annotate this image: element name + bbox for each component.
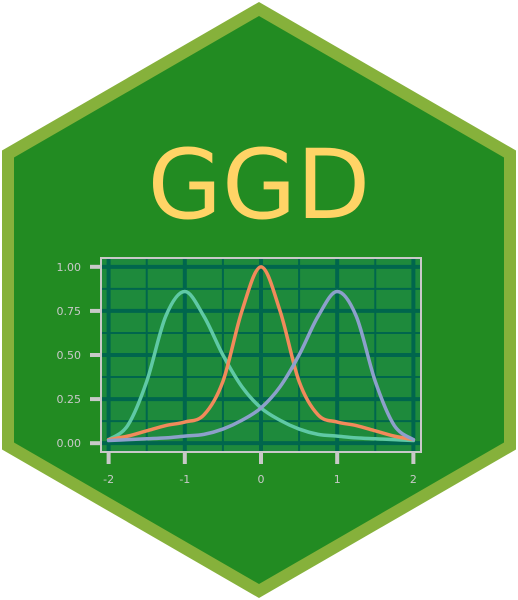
y-tick-label: 0.50 [57,349,82,362]
plot-frame [100,257,422,453]
y-axis: 0.00 0.25 0.50 0.75 1.00 [57,261,100,450]
x-axis: -2 -1 0 1 2 [103,453,417,486]
x-tick-label: 1 [334,473,341,486]
x-tick-label: -2 [103,473,114,486]
y-tick-label: 1.00 [57,261,82,274]
x-tick-label: 2 [410,473,417,486]
y-tick-label: 0.75 [57,305,82,318]
y-tick-label: 0.25 [57,393,82,406]
plot-lines [106,265,416,443]
logo-title: GGD [148,129,371,241]
y-tick-label: 0.00 [57,437,82,450]
density-line-2 [106,265,416,442]
density-plot: 0.00 0.25 0.50 0.75 1.00 -2 -1 0 1 2 [57,257,422,486]
density-line-3 [106,289,416,443]
x-tick-label: 0 [258,473,265,486]
x-tick-label: -1 [179,473,190,486]
